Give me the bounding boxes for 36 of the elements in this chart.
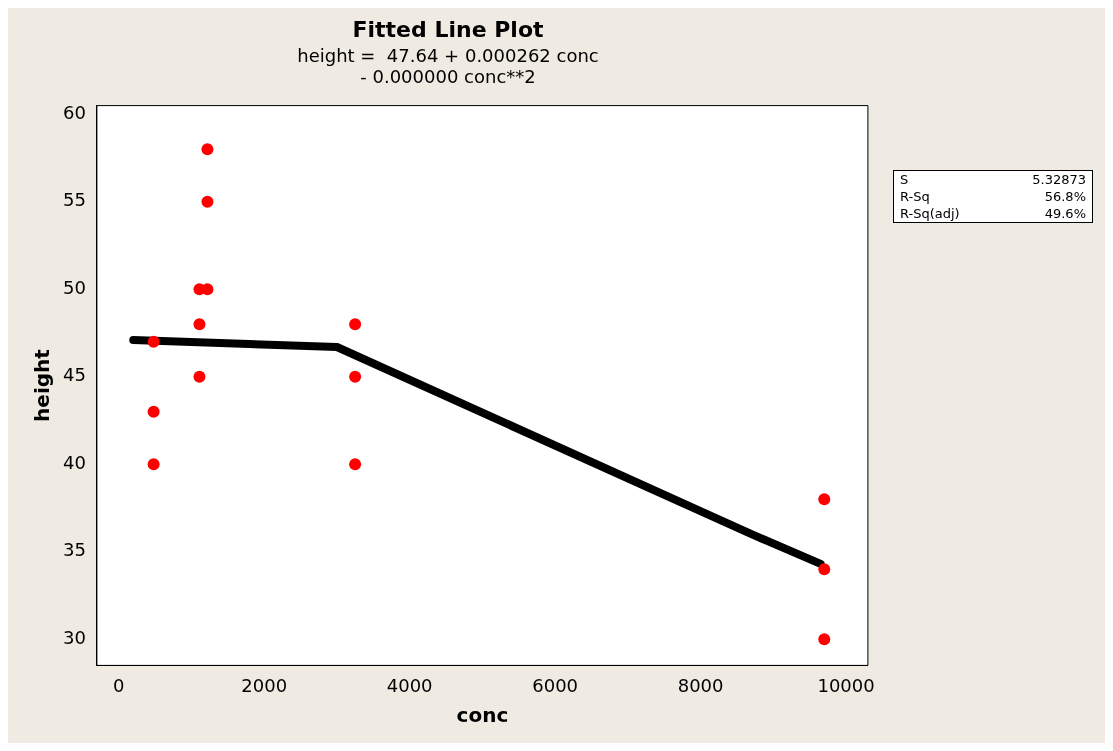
x-tick-label: 2000 — [241, 674, 288, 696]
point — [349, 370, 362, 383]
x-tick-label: 10000 — [817, 674, 875, 696]
x-tick-label: 8000 — [677, 674, 724, 696]
text: R-Sq — [899, 188, 931, 205]
y-tick-label: 50 — [63, 276, 86, 298]
y-axis-title: height — [30, 348, 55, 422]
point — [201, 195, 214, 208]
point — [818, 633, 831, 646]
y-tick-label: 45 — [63, 364, 86, 386]
point — [147, 405, 160, 418]
point — [818, 493, 831, 506]
point — [349, 458, 362, 471]
point — [193, 318, 206, 331]
point — [147, 335, 160, 348]
x-tick-label: 0 — [113, 674, 125, 696]
point — [193, 370, 206, 383]
point — [201, 143, 214, 156]
text: 56.8% — [1043, 188, 1087, 205]
y-tick-label: 30 — [63, 626, 86, 648]
chart-subtitle: height = 47.64 + 0.000262 conc - 0.000000 conc**2 — [297, 44, 599, 88]
text: S — [899, 171, 910, 188]
y-tick-label: 60 — [63, 102, 86, 124]
text: R-Sq(adj) — [899, 205, 961, 223]
y-tick-label: 40 — [63, 451, 86, 473]
y-tick-label: 35 — [63, 539, 86, 561]
x-axis-title: conc — [456, 703, 509, 728]
text: 5.32873 — [1031, 171, 1087, 188]
text: 49.6% — [1043, 205, 1087, 223]
point — [147, 458, 160, 471]
y-tick-label: 55 — [63, 189, 86, 211]
point — [349, 318, 362, 331]
x-tick-label: 6000 — [532, 674, 579, 696]
x-tick-label: 4000 — [386, 674, 433, 696]
chart-title: Fitted Line Plot — [352, 16, 544, 42]
point — [818, 563, 831, 576]
